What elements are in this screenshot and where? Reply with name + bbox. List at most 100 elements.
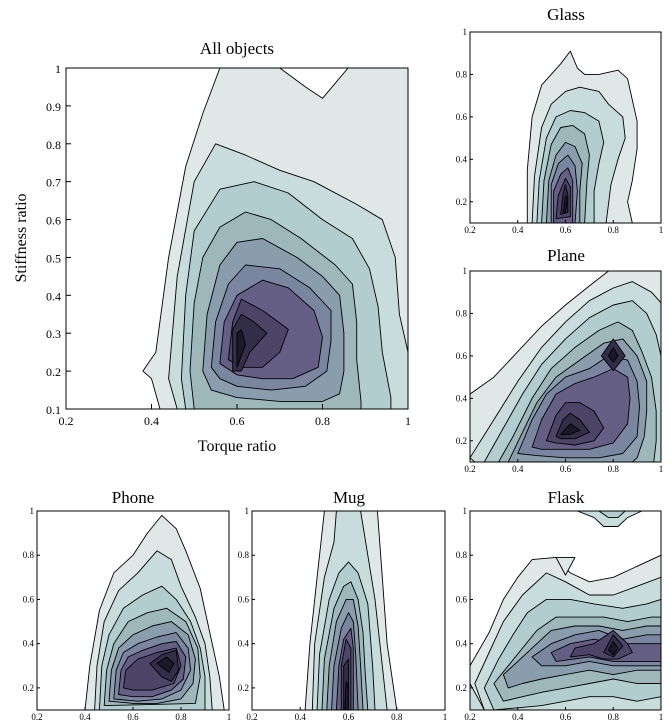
y-tick-label: 0.4 bbox=[46, 289, 61, 303]
contour-plot-all-objects bbox=[142, 68, 408, 409]
contour-island-2 bbox=[608, 346, 619, 363]
y-tick-label: 1 bbox=[463, 266, 468, 276]
y-tick-label: 0.6 bbox=[456, 594, 468, 604]
x-tick-label: 0.6 bbox=[560, 464, 572, 474]
contour-level-10 bbox=[562, 194, 569, 213]
contour-level-10 bbox=[608, 641, 619, 656]
x-tick-label: 0.4 bbox=[512, 225, 524, 235]
y-ticks: 0.2 0.4 0.6 0.8 1 bbox=[456, 266, 473, 446]
y-tick-label: 0.2 bbox=[238, 683, 249, 693]
y-tick-label: 0.4 bbox=[456, 154, 468, 164]
y-tick-label: 0.2 bbox=[46, 365, 61, 379]
y-tick-label: 0.4 bbox=[23, 639, 35, 649]
x-tick-label: 0.2 bbox=[464, 464, 475, 474]
x-tick-label: 0.4 bbox=[295, 712, 307, 721]
contour-fills bbox=[142, 68, 408, 409]
panel-title: Flask bbox=[548, 488, 585, 507]
x-tick-label: 1 bbox=[659, 712, 664, 721]
panel-plane: Plane 0.2 0.4 0.6 0.8 1 0.2 0.4 0.6 0.8 1 bbox=[456, 246, 664, 474]
contour-fills bbox=[84, 514, 225, 710]
panel-title: Glass bbox=[547, 5, 585, 24]
x-tick-label: 1 bbox=[659, 225, 664, 235]
contour-island-1 bbox=[576, 511, 643, 527]
x-tick-label: 0.6 bbox=[230, 414, 245, 428]
y-tick-label: 1 bbox=[463, 506, 468, 516]
y-tick-label: 0.6 bbox=[23, 594, 35, 604]
panel-mug: Mug 0.2 0.4 0.6 0.8 1 0.2 0.4 0.6 0.8 1 bbox=[238, 488, 448, 721]
y-tick-label: 0.6 bbox=[238, 594, 250, 604]
y-tick-label: 0.2 bbox=[23, 683, 34, 693]
y-tick-label: 0.3 bbox=[46, 327, 61, 341]
x-tick-label: 0.8 bbox=[608, 712, 620, 721]
panel-title: All objects bbox=[200, 39, 274, 58]
y-tick-label: 0.7 bbox=[46, 176, 61, 190]
x-tick-label: 1 bbox=[227, 712, 232, 721]
x-tick-label: 1 bbox=[659, 464, 664, 474]
contour-island-3 bbox=[555, 556, 576, 576]
x-tick-label: 0.4 bbox=[512, 464, 524, 474]
contour-island-2 bbox=[598, 511, 626, 519]
y-tick-label: 0.2 bbox=[456, 197, 467, 207]
x-tick-label: 0.8 bbox=[608, 225, 620, 235]
panel-title: Mug bbox=[333, 488, 366, 507]
y-tick-label: 0.6 bbox=[456, 351, 468, 361]
x-tick-label: 0.2 bbox=[246, 712, 257, 721]
y-ticks: 0.2 0.4 0.6 0.8 1 bbox=[23, 506, 40, 693]
panel-title: Phone bbox=[112, 488, 155, 507]
x-tick-label: 0.6 bbox=[343, 712, 355, 721]
y-tick-label: 1 bbox=[55, 62, 61, 76]
y-ticks: 0.2 0.4 0.6 0.8 1 bbox=[456, 27, 473, 207]
x-tick-label: 0.8 bbox=[315, 414, 330, 428]
y-tick-label: 0.5 bbox=[46, 251, 61, 265]
y-tick-label: 0.8 bbox=[456, 550, 468, 560]
x-tick-label: 0.4 bbox=[144, 414, 159, 428]
contour-plot-mug bbox=[304, 511, 398, 710]
y-ticks: 0.2 0.4 0.6 0.8 1 bbox=[238, 506, 255, 693]
y-tick-label: 1 bbox=[463, 27, 468, 37]
y-tick-label: 0.4 bbox=[456, 639, 468, 649]
y-tick-label: 0.4 bbox=[238, 639, 250, 649]
panel-title: Plane bbox=[547, 246, 585, 265]
contour-plot-glass bbox=[526, 50, 638, 223]
y-ticks: 0.1 0.2 0.3 0.4 0.5 0.6 0.7 0.8 0.9 1 bbox=[46, 62, 71, 417]
x-tick-label: 0.6 bbox=[560, 712, 572, 721]
x-tick-label: 1 bbox=[443, 712, 448, 721]
x-ticks: 0.2 0.4 0.6 0.8 1 bbox=[464, 459, 663, 474]
x-ticks: 0.2 0.4 0.6 0.8 1 bbox=[59, 404, 411, 428]
x-tick-label: 0.4 bbox=[512, 712, 524, 721]
x-tick-label: 0.8 bbox=[608, 464, 620, 474]
x-ticks: 0.2 0.4 0.6 0.8 1 bbox=[464, 220, 663, 235]
y-tick-label: 0.2 bbox=[456, 436, 467, 446]
x-tick-label: 0.6 bbox=[127, 712, 139, 721]
panel-phone: Phone 0.2 0.4 0.6 0.8 1 0.2 0.4 0.6 0.8 1 bbox=[23, 488, 232, 721]
x-ticks: 0.2 0.4 0.6 0.8 1 bbox=[246, 707, 447, 721]
panel-flask: Flask 0.2 0.4 0.6 0.8 1 0.2 0.4 0.6 0.8 1 bbox=[456, 488, 664, 721]
y-tick-label: 0.9 bbox=[46, 100, 61, 114]
x-tick-label: 0.2 bbox=[464, 225, 475, 235]
panel-glass: Glass 0.2 0.4 0.6 0.8 1 0.2 0.4 0.6 0.8 1 bbox=[456, 5, 664, 235]
contour-plot-flask bbox=[470, 511, 661, 710]
panel-all-objects: All objects Torque ratio Stiffness ratio… bbox=[13, 39, 411, 455]
contour-plot-phone bbox=[84, 514, 225, 710]
y-tick-label: 0.8 bbox=[46, 138, 61, 152]
x-tick-label: 0.2 bbox=[31, 712, 42, 721]
contour-level-10 bbox=[344, 680, 349, 710]
x-ticks: 0.2 0.4 0.6 0.8 1 bbox=[31, 707, 231, 721]
y-tick-label: 0.8 bbox=[456, 308, 468, 318]
x-tick-label: 0.4 bbox=[79, 712, 91, 721]
contour-fills bbox=[470, 511, 661, 710]
y-tick-label: 0.8 bbox=[456, 69, 468, 79]
y-axis-label: Stiffness ratio bbox=[13, 193, 30, 282]
x-tick-label: 0.2 bbox=[464, 712, 475, 721]
y-tick-label: 0.1 bbox=[46, 403, 61, 417]
x-tick-label: 0.6 bbox=[560, 225, 572, 235]
x-tick-label: 0.2 bbox=[59, 414, 74, 428]
x-axis-label: Torque ratio bbox=[198, 438, 276, 455]
contour-plot-plane bbox=[470, 271, 661, 462]
contour-level-10 bbox=[156, 656, 175, 673]
x-ticks: 0.2 0.4 0.6 0.8 1 bbox=[464, 707, 663, 721]
contour-island-4 bbox=[470, 683, 485, 710]
contour-fills bbox=[470, 271, 661, 462]
y-tick-label: 0.6 bbox=[456, 112, 468, 122]
